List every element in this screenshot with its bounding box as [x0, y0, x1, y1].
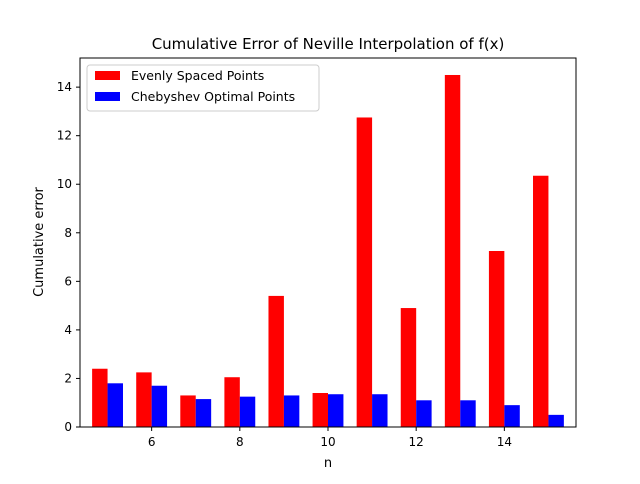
- bar-chebyshev-n11: [372, 394, 388, 427]
- legend-label-evenly-spaced: Evenly Spaced Points: [131, 68, 264, 83]
- x-tick-label-12: 12: [409, 435, 424, 449]
- bar-chebyshev-n7: [195, 399, 212, 427]
- chart-title: Cumulative Error of Neville Interpolatio…: [152, 35, 505, 53]
- y-tick-label-2: 2: [64, 371, 72, 385]
- bar-chebyshev-n5: [107, 383, 123, 427]
- y-axis-ticks: 0 2 4 6 8 10 12 14: [57, 80, 80, 434]
- y-tick-label-0: 0: [64, 420, 72, 434]
- x-axis-label: n: [324, 456, 332, 471]
- legend-label-chebyshev: Chebyshev Optimal Points: [131, 89, 295, 104]
- bar-chebyshev-n8: [239, 396, 256, 427]
- bar-evenly-spaced-n15: [533, 175, 549, 427]
- bar-evenly-spaced-n14: [488, 251, 505, 427]
- x-tick-label-10: 10: [320, 435, 335, 449]
- legend: Evenly Spaced Points Chebyshev Optimal P…: [86, 64, 320, 112]
- bar-evenly-spaced-n6: [136, 372, 152, 427]
- y-tick-label-8: 8: [64, 226, 72, 240]
- y-axis-label: Cumulative error: [32, 186, 47, 296]
- bar-evenly-spaced-n7: [180, 395, 196, 427]
- x-tick-label-8: 8: [236, 435, 244, 449]
- y-tick-label-4: 4: [64, 323, 72, 337]
- bar-chebyshev-n14: [504, 405, 520, 427]
- y-tick-label-6: 6: [64, 274, 72, 288]
- y-tick-label-10: 10: [57, 177, 72, 191]
- bar-evenly-spaced-n11: [356, 117, 373, 427]
- bar-chebyshev-n6: [151, 385, 168, 427]
- bar-chebyshev-n9: [283, 395, 300, 427]
- x-tick-label-6: 6: [148, 435, 156, 449]
- bar-evenly-spaced-n10: [312, 393, 328, 427]
- bar-chebyshev-n10: [328, 394, 344, 427]
- y-tick-label-12: 12: [57, 129, 72, 143]
- bar-evenly-spaced-n5: [92, 368, 108, 427]
- x-tick-label-14: 14: [497, 435, 512, 449]
- bar-chebyshev-n12: [416, 400, 432, 427]
- x-axis-ticks: 6 8 10 12 14: [148, 427, 512, 449]
- bar-evenly-spaced-n12: [400, 308, 417, 427]
- legend-swatch-chebyshev: [95, 92, 120, 101]
- bar-evenly-spaced-n9: [268, 295, 284, 427]
- legend-frame: [86, 64, 320, 112]
- y-tick-label-14: 14: [57, 80, 72, 94]
- bar-chebyshev-n13: [460, 400, 476, 427]
- bar-chebyshev-n15: [548, 414, 564, 427]
- legend-swatch-evenly-spaced: [95, 71, 120, 80]
- bar-evenly-spaced-n8: [224, 377, 240, 427]
- bar-evenly-spaced-n13: [444, 74, 461, 428]
- bars-layer: [92, 74, 564, 428]
